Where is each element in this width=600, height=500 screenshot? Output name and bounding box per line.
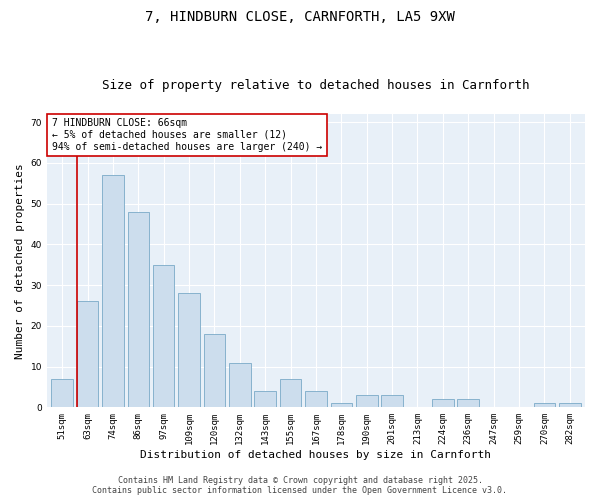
Bar <box>432 399 454 407</box>
Bar <box>153 264 175 408</box>
Bar <box>128 212 149 408</box>
Bar <box>559 404 581 407</box>
Bar <box>280 379 301 408</box>
Bar <box>178 294 200 408</box>
Bar <box>331 404 352 407</box>
Bar <box>229 362 251 408</box>
Text: 7, HINDBURN CLOSE, CARNFORTH, LA5 9XW: 7, HINDBURN CLOSE, CARNFORTH, LA5 9XW <box>145 10 455 24</box>
Y-axis label: Number of detached properties: Number of detached properties <box>15 163 25 358</box>
Text: 7 HINDBURN CLOSE: 66sqm
← 5% of detached houses are smaller (12)
94% of semi-det: 7 HINDBURN CLOSE: 66sqm ← 5% of detached… <box>52 118 323 152</box>
Bar <box>457 399 479 407</box>
Bar <box>77 302 98 408</box>
Bar <box>102 175 124 408</box>
Bar <box>203 334 225 407</box>
Bar <box>52 379 73 408</box>
Bar <box>254 391 276 407</box>
Bar <box>533 404 555 407</box>
Bar <box>356 395 377 407</box>
Bar <box>305 391 327 407</box>
Bar <box>382 395 403 407</box>
X-axis label: Distribution of detached houses by size in Carnforth: Distribution of detached houses by size … <box>140 450 491 460</box>
Title: Size of property relative to detached houses in Carnforth: Size of property relative to detached ho… <box>102 79 530 92</box>
Text: Contains HM Land Registry data © Crown copyright and database right 2025.
Contai: Contains HM Land Registry data © Crown c… <box>92 476 508 495</box>
